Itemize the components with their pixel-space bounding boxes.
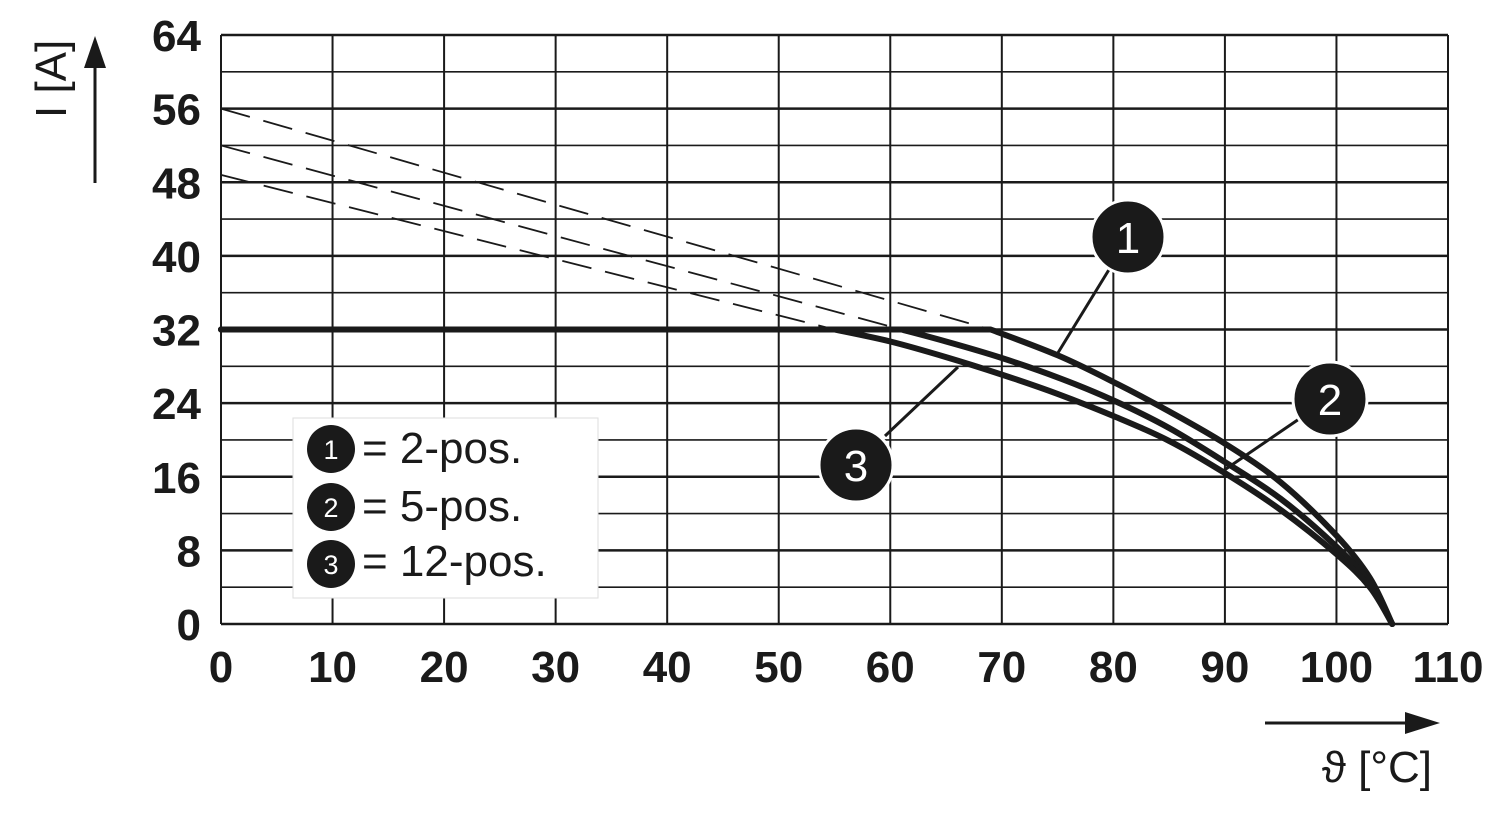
callout-series-3: 3	[817, 365, 960, 504]
x-tick-label: 90	[1200, 643, 1249, 692]
callout-leader-2	[1219, 415, 1303, 475]
callout-leader-1	[1054, 267, 1112, 357]
y-axis-label-group: I [A]	[27, 36, 106, 183]
x-axis-label: ϑ [°C]	[1322, 743, 1432, 792]
legend-entry-1: 1 = 2-pos.	[307, 424, 522, 473]
callout-series-1: 1	[1054, 198, 1167, 357]
callout-leader-3	[883, 365, 960, 438]
y-tick-label: 40	[152, 233, 201, 282]
callout-badge-3	[817, 426, 895, 504]
extrapolated-lines	[220, 107, 991, 331]
legend-entry-3: 3 = 12-pos.	[307, 537, 547, 588]
y-tick-label: 24	[152, 380, 201, 429]
callout-badge-2	[1291, 360, 1369, 438]
legend-entry-2: 2 = 5-pos.	[307, 482, 522, 531]
y-tick-label: 64	[152, 12, 201, 61]
legend-badge-3-label: 3	[323, 550, 338, 580]
legend: 1 = 2-pos. 2 = 5-pos. 3 = 12-pos.	[292, 417, 599, 599]
x-tick-label: 10	[308, 643, 357, 692]
legend-badge-2-label: 2	[323, 493, 338, 523]
y-tick-label: 8	[177, 527, 201, 576]
legend-badge-2	[307, 483, 355, 531]
legend-badge-1-label: 1	[323, 435, 338, 465]
legend-label-1: = 2-pos.	[362, 424, 522, 473]
curve-series-2	[218, 326, 1396, 627]
legend-label-2: = 5-pos.	[362, 482, 522, 531]
y-tick-label: 48	[152, 159, 201, 208]
x-axis-arrowhead	[1405, 712, 1440, 734]
curve-series-1	[218, 326, 1396, 627]
x-tick-label: 60	[866, 643, 915, 692]
callout-badge-1-label: 1	[1116, 214, 1140, 263]
legend-badge-1	[307, 425, 355, 473]
legend-badge-3	[307, 540, 355, 588]
curve-series-3	[218, 326, 1396, 627]
y-tick-label: 0	[177, 601, 201, 650]
x-tick-label: 30	[531, 643, 580, 692]
x-tick-labels: 0 10 20 30 40 50 60 70 80 90 100 110	[209, 643, 1484, 692]
x-tick-label: 40	[643, 643, 692, 692]
y-tick-label: 56	[152, 86, 201, 135]
x-tick-label: 110	[1413, 643, 1484, 692]
extrapolated-line-2	[220, 144, 902, 331]
curve-callouts: 1 2 3	[817, 198, 1369, 504]
x-tick-label: 20	[420, 643, 469, 692]
x-tick-label: 70	[977, 643, 1026, 692]
extrapolated-line-3	[220, 174, 835, 331]
callout-badge-3-label: 3	[844, 442, 868, 491]
x-tick-label: 100	[1300, 643, 1373, 692]
x-tick-label: 80	[1089, 643, 1138, 692]
y-axis-arrowhead	[84, 36, 106, 68]
extrapolated-line-1	[220, 107, 991, 331]
y-tick-label: 32	[152, 307, 201, 356]
callout-series-2: 2	[1219, 360, 1369, 475]
y-tick-labels: 64 56 48 40 32 24 16 8 0	[152, 12, 201, 650]
derating-curves	[218, 326, 1396, 627]
y-tick-label: 16	[152, 454, 201, 503]
x-tick-label: 50	[754, 643, 803, 692]
callout-badge-1	[1089, 198, 1167, 276]
x-axis-label-group: ϑ [°C]	[1265, 712, 1440, 792]
callout-badge-2-label: 2	[1318, 376, 1342, 425]
legend-label-3: = 12-pos.	[362, 537, 547, 586]
y-axis-label: I [A]	[27, 40, 76, 118]
x-tick-label: 0	[209, 643, 233, 692]
